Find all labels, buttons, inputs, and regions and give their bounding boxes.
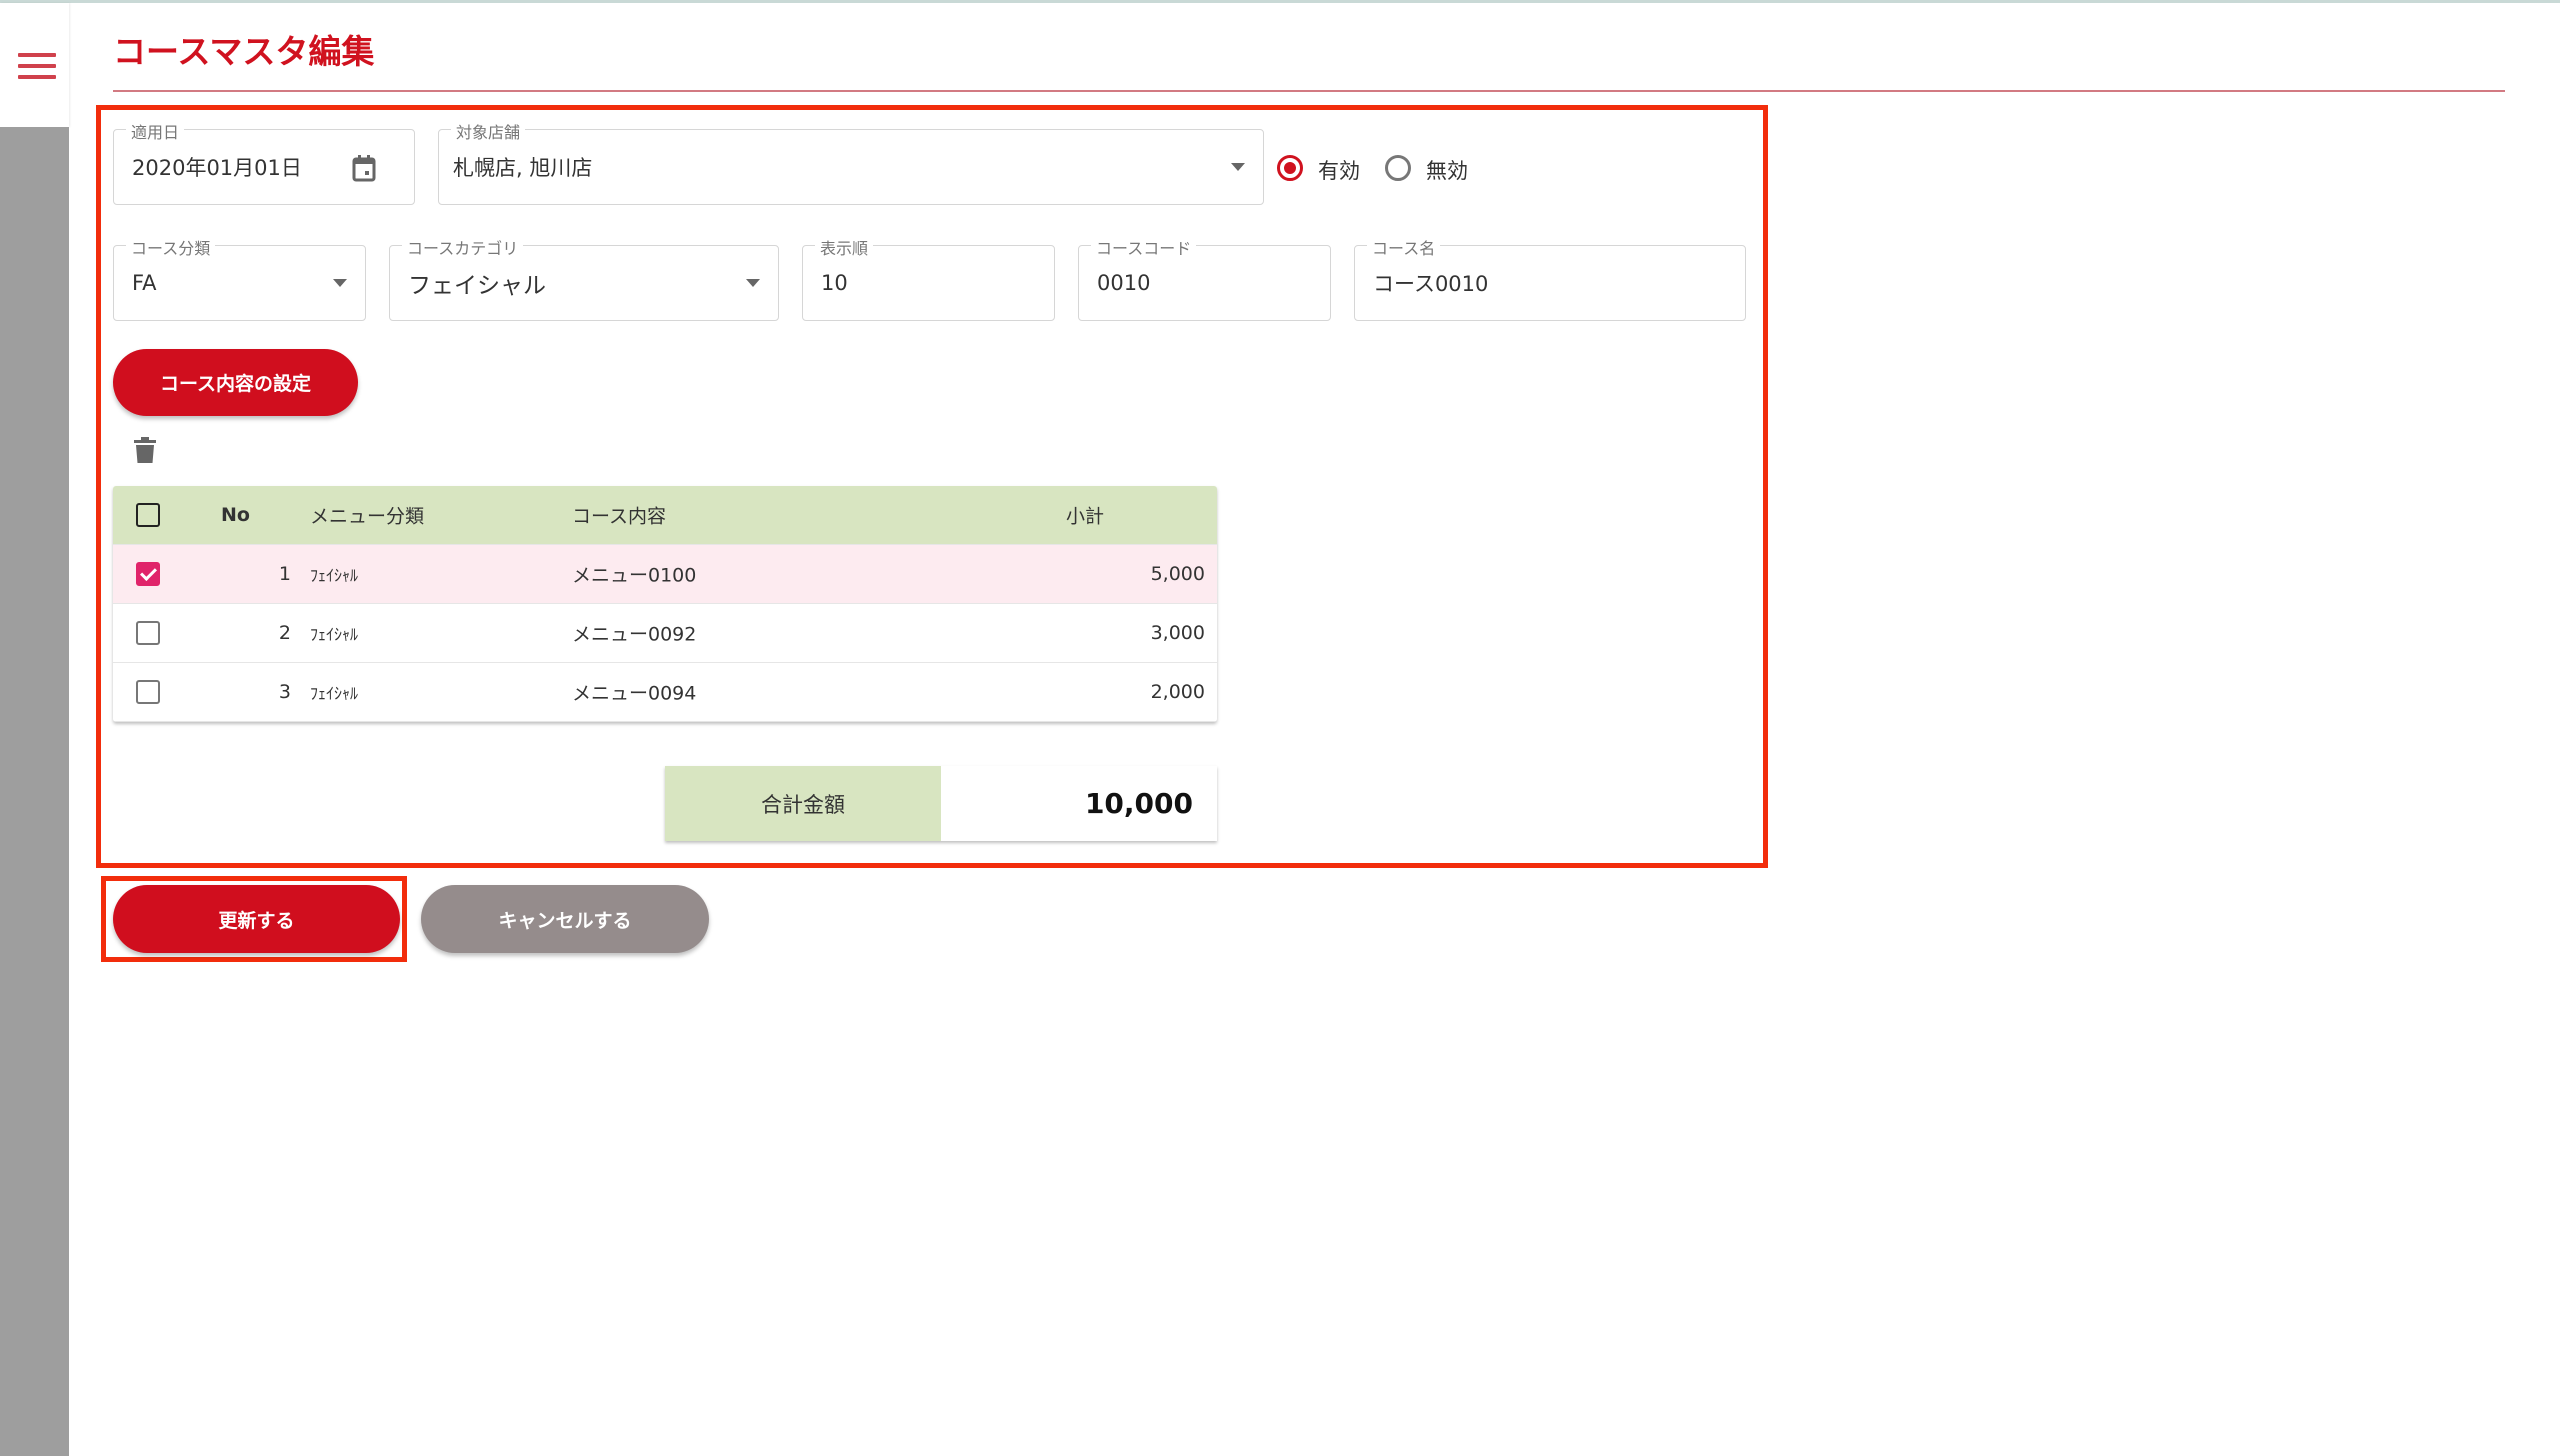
cell-category: ﾌｪｲｼｬﾙ xyxy=(310,625,359,644)
field-label: 表示順 xyxy=(815,235,874,259)
title-divider xyxy=(113,90,2505,92)
table-row[interactable]: 1 ﾌｪｲｼｬﾙ メニュー0100 5,000 xyxy=(113,545,1217,604)
display-order-input[interactable]: 表示順 10 xyxy=(802,235,1055,321)
total-label: 合計金額 xyxy=(665,766,941,841)
field-value: コース0010 xyxy=(1373,272,1489,296)
trash-icon[interactable] xyxy=(134,437,156,463)
course-content-table: No メニュー分類 コース内容 小計 1 ﾌｪｲｼｬﾙ メニュー0100 5,0… xyxy=(113,486,1217,722)
row-checkbox[interactable] xyxy=(136,680,160,704)
radio-active[interactable] xyxy=(1277,155,1303,181)
field-label: コース分類 xyxy=(126,235,216,259)
chevron-down-icon xyxy=(1231,163,1245,171)
field-value: 2020年01月01日 xyxy=(132,156,302,180)
header-content: コース内容 xyxy=(572,505,667,528)
row-checkbox[interactable] xyxy=(136,621,160,645)
total-box: 合計金額 10,000 xyxy=(665,766,1217,841)
field-value: FA xyxy=(132,271,157,295)
radio-label-active: 有効 xyxy=(1318,159,1360,183)
course-class-select[interactable]: コース分類 FA xyxy=(113,235,366,321)
field-label: 適用日 xyxy=(126,119,185,143)
table-header: No メニュー分類 コース内容 小計 xyxy=(113,486,1217,545)
cell-category: ﾌｪｲｼｬﾙ xyxy=(310,684,359,703)
radio-inactive[interactable] xyxy=(1385,155,1411,181)
cell-subtotal: 5,000 xyxy=(1150,563,1205,585)
cell-content: メニュー0100 xyxy=(572,564,697,587)
calendar-icon[interactable] xyxy=(352,154,376,182)
course-name-input[interactable]: コース名 コース0010 xyxy=(1354,235,1746,321)
update-button[interactable]: 更新する xyxy=(113,885,400,953)
cell-no: 3 xyxy=(278,681,291,703)
field-label: コースカテゴリ xyxy=(402,235,524,259)
total-value: 10,000 xyxy=(941,766,1217,841)
cell-subtotal: 2,000 xyxy=(1150,681,1205,703)
page-title: コースマスタ編集 xyxy=(113,32,375,71)
field-value: 札幌店, 旭川店 xyxy=(453,156,593,180)
radio-label-inactive: 無効 xyxy=(1426,159,1468,183)
set-course-content-button[interactable]: コース内容の設定 xyxy=(113,349,358,416)
apply-date-field[interactable]: 適用日 2020年01月01日 xyxy=(113,119,415,205)
cell-content: メニュー0092 xyxy=(572,623,697,646)
field-label: コースコード xyxy=(1091,235,1197,259)
stores-select[interactable]: 対象店舗 札幌店, 旭川店 xyxy=(438,119,1264,205)
table-row[interactable]: 2 ﾌｪｲｼｬﾙ メニュー0092 3,000 xyxy=(113,604,1217,663)
highlight-box-form xyxy=(96,105,1768,868)
course-category-select[interactable]: コースカテゴリ フェイシャル xyxy=(389,235,779,321)
field-value: 10 xyxy=(821,271,848,295)
cell-category: ﾌｪｲｼｬﾙ xyxy=(310,566,359,585)
field-value: フェイシャル xyxy=(408,273,546,299)
cell-no: 2 xyxy=(278,622,291,644)
cell-no: 1 xyxy=(278,563,291,585)
sidebar-header xyxy=(0,3,69,127)
field-value: 0010 xyxy=(1097,271,1151,295)
table-row[interactable]: 3 ﾌｪｲｼｬﾙ メニュー0094 2,000 xyxy=(113,663,1217,722)
field-label: 対象店舗 xyxy=(451,119,526,143)
hamburger-icon[interactable] xyxy=(18,53,56,79)
cell-subtotal: 3,000 xyxy=(1150,622,1205,644)
course-code-input[interactable]: コースコード 0010 xyxy=(1078,235,1331,321)
chevron-down-icon xyxy=(333,279,347,287)
header-category: メニュー分類 xyxy=(310,505,425,528)
select-all-checkbox[interactable] xyxy=(136,503,160,527)
highlight-box-update xyxy=(101,876,407,962)
row-checkbox[interactable] xyxy=(136,562,160,586)
cell-content: メニュー0094 xyxy=(572,682,697,705)
chevron-down-icon xyxy=(746,279,760,287)
header-subtotal: 小計 xyxy=(1066,505,1105,528)
sidebar xyxy=(0,127,69,1456)
cancel-button[interactable]: キャンセルする xyxy=(421,885,709,953)
field-label: コース名 xyxy=(1367,235,1441,259)
header-no: No xyxy=(221,504,250,526)
